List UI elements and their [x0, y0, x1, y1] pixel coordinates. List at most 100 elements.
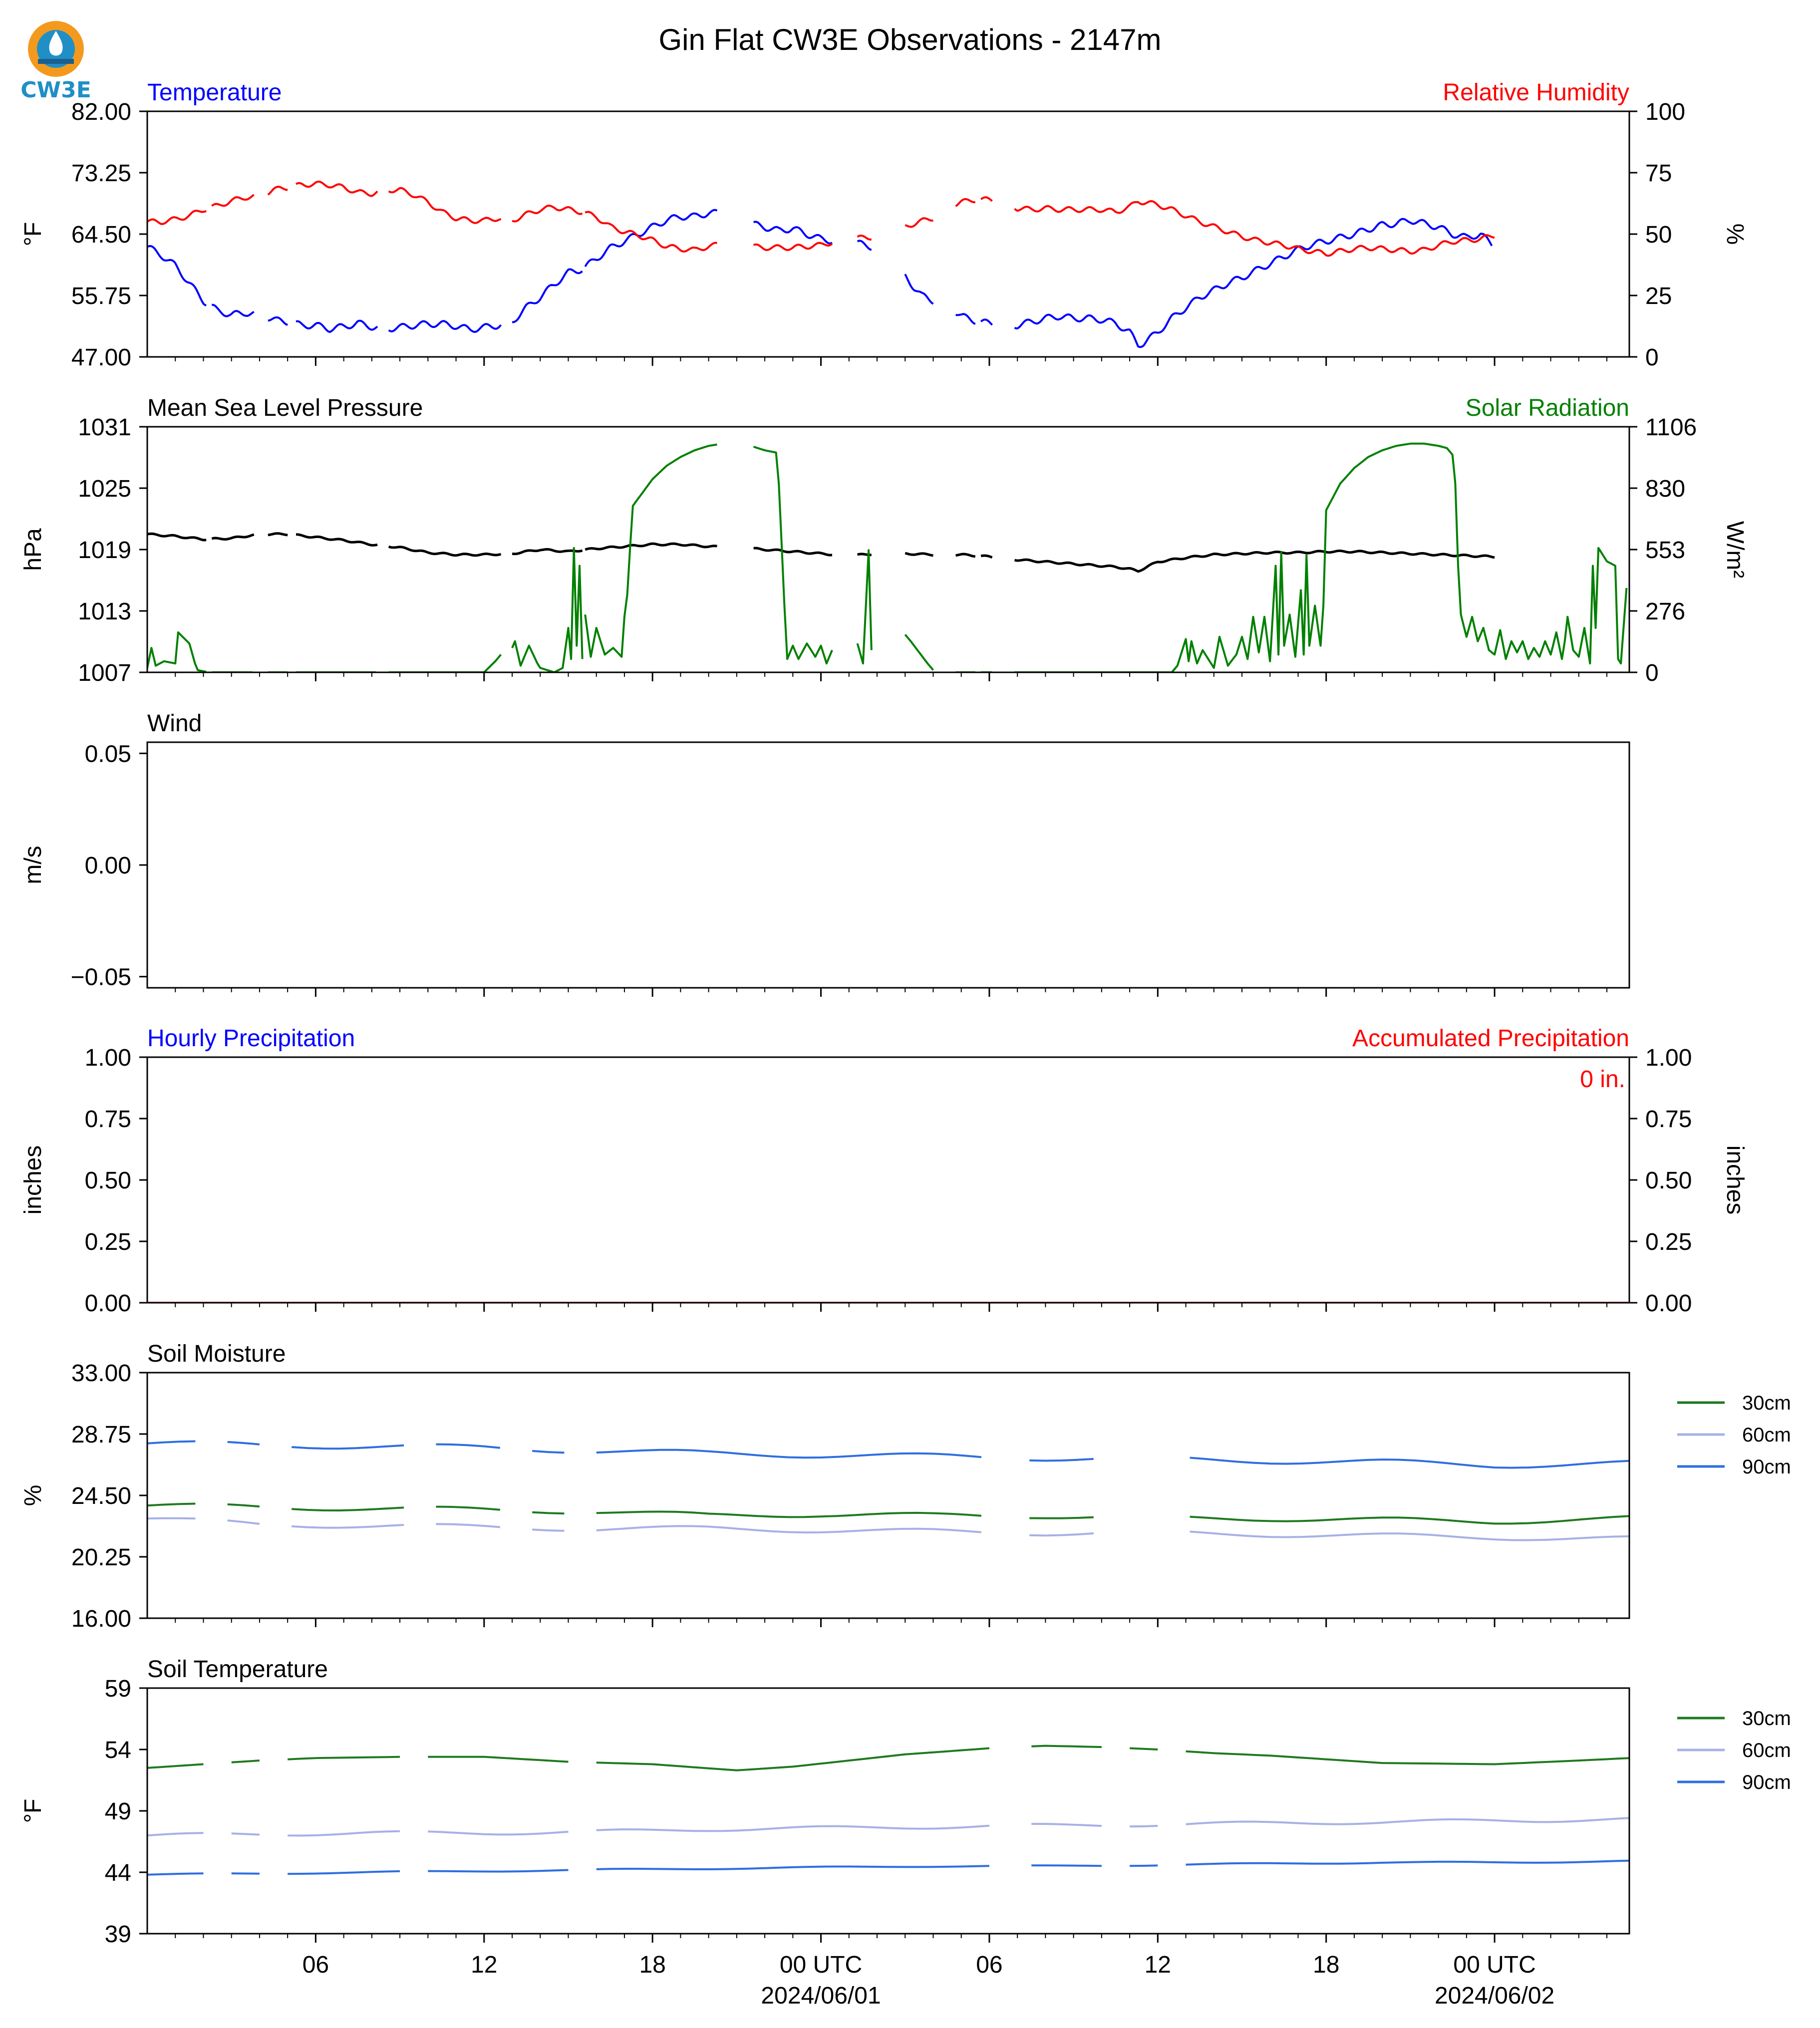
y2-axis-label: W/m²	[1722, 521, 1748, 579]
panel-2: Mean Sea Level Pressure Solar Radiation 10…	[20, 395, 1748, 686]
plot-frame	[146, 1372, 1630, 1619]
panel-5: Soil Moisture 33.00 28.75 24.50 20.25 16.00% 3…	[20, 1341, 1791, 1632]
y-tick-label: 64.50	[71, 222, 131, 248]
date-label: 2024/06/01	[761, 1983, 881, 2009]
date-label: 2024/06/02	[1435, 1983, 1554, 2009]
series-line-60cm	[147, 1817, 1629, 1837]
series-line-relative-humidity	[147, 180, 1495, 257]
series-group	[147, 442, 1628, 672]
panel-right-title: Relative Humidity	[1443, 79, 1629, 106]
panel-3: Wind 0.05 0.00 −0.05 m/s	[20, 710, 1630, 997]
y-axis-label: m/s	[20, 846, 46, 884]
panel-right-title: Solar Radiation	[1466, 395, 1629, 421]
x-tick-label: 18	[1313, 1952, 1339, 1978]
panel-left-title: Hourly Precipitation	[147, 1025, 355, 1052]
y-tick-label: 16.00	[71, 1606, 131, 1632]
y-tick-label: 1019	[78, 537, 131, 564]
plot-frame	[146, 426, 1630, 673]
panel-4: Hourly Precipitation Accumulated Precipit…	[20, 1025, 1748, 1317]
logo-wave-icon	[38, 59, 74, 64]
y-tick-label: 82.00	[71, 99, 131, 125]
y-tick-label: 1013	[78, 598, 131, 625]
series-line-30cm	[147, 1502, 1629, 1525]
y-tick-label: 1.00	[85, 1045, 131, 1071]
y-axis-label: °F	[20, 1799, 46, 1823]
y2-tick-label: 1106	[1645, 414, 1697, 441]
series-line-60cm	[147, 1517, 1629, 1541]
panels: Temperature Relative Humidity 82.00 73.25 64…	[20, 79, 1791, 2009]
y2-axis-label: inches	[1722, 1146, 1748, 1215]
x-tick-label: 18	[639, 1952, 665, 1978]
y-tick-label: 54	[105, 1737, 131, 1763]
y-tick-label: 44	[105, 1860, 131, 1886]
series-line-90cm	[147, 1440, 1629, 1469]
plot-frame	[146, 1687, 1630, 1935]
y-tick-label: 1031	[78, 414, 131, 441]
y2-tick-label: 0.00	[1645, 1290, 1692, 1317]
x-tick-label: 00 UTC	[1453, 1952, 1535, 1978]
legend-label: 60cm	[1742, 1739, 1791, 1761]
plot-frame	[146, 110, 1630, 358]
y-tick-label: 24.50	[71, 1483, 131, 1509]
y2-tick-label: 0.25	[1645, 1229, 1692, 1255]
x-tick-label: 00 UTC	[780, 1952, 862, 1978]
y-tick-label: 0.05	[85, 741, 131, 767]
x-tick-label: 06	[303, 1952, 329, 1978]
y2-tick-label: 0.75	[1645, 1106, 1692, 1133]
x-tick-label: 12	[471, 1952, 497, 1978]
y-tick-label: 47.00	[71, 344, 131, 371]
legend: 30cm 60cm 90cm	[1677, 1392, 1791, 1478]
y2-tick-label: 50	[1645, 222, 1672, 248]
logo-text: CW3E	[20, 77, 91, 103]
y-tick-label: 0.50	[85, 1167, 131, 1194]
y-tick-label: 0.00	[85, 853, 131, 879]
y2-tick-label: 553	[1645, 537, 1685, 564]
y-tick-label: 49	[105, 1798, 131, 1825]
y2-tick-label: 100	[1645, 99, 1685, 125]
y2-tick-label: 0.50	[1645, 1167, 1692, 1194]
y2-axis-label: %	[1722, 224, 1748, 245]
y2-tick-label: 830	[1645, 476, 1685, 502]
y2-tick-label: 25	[1645, 283, 1672, 309]
panel-1: Temperature Relative Humidity 82.00 73.25 64…	[20, 79, 1748, 371]
y-tick-label: 59	[105, 1676, 131, 1702]
series-group	[147, 1440, 1629, 1541]
legend: 30cm 60cm 90cm	[1677, 1708, 1791, 1793]
figure-title: Gin Flat CW3E Observations - 2147m	[658, 23, 1161, 56]
y-tick-label: 28.75	[71, 1422, 131, 1448]
panel-left-title: Wind	[147, 710, 202, 737]
y2-tick-label: 1.00	[1645, 1045, 1692, 1071]
series-line-30cm	[147, 1744, 1629, 1771]
plot-frame	[146, 741, 1630, 989]
x-tick-label: 12	[1145, 1952, 1171, 1978]
y-tick-label: 1025	[78, 476, 131, 502]
y2-tick-label: 0	[1645, 660, 1659, 686]
legend-label: 90cm	[1742, 1456, 1791, 1478]
cw3e-logo: CW3E	[20, 21, 91, 103]
panel-right-title: Accumulated Precipitation	[1352, 1025, 1629, 1052]
panel-left-title: Temperature	[147, 79, 282, 106]
legend-label: 60cm	[1742, 1424, 1791, 1446]
y-tick-label: −0.05	[71, 964, 131, 991]
series-group	[147, 1744, 1629, 1876]
logo-drop-icon	[49, 31, 63, 56]
y-tick-label: 20.25	[71, 1544, 131, 1571]
y-tick-label: 1007	[78, 660, 131, 686]
panel-left-title: Soil Temperature	[147, 1656, 328, 1683]
y-tick-label: 39	[105, 1921, 131, 1948]
legend-label: 30cm	[1742, 1708, 1791, 1730]
y-tick-label: 33.00	[71, 1360, 131, 1387]
y-tick-label: 0.00	[85, 1290, 131, 1317]
legend-label: 30cm	[1742, 1392, 1791, 1414]
y2-tick-label: 276	[1645, 598, 1685, 625]
y-tick-label: 73.25	[71, 160, 131, 187]
panel-left-title: Mean Sea Level Pressure	[147, 395, 423, 421]
y-tick-label: 55.75	[71, 283, 131, 309]
series-line-mean-sea-level-pressure	[147, 532, 1495, 573]
series-line-temperature	[147, 209, 1493, 348]
y2-tick-label: 75	[1645, 160, 1672, 187]
x-tick-label: 06	[976, 1952, 1002, 1978]
legend-label: 90cm	[1742, 1771, 1791, 1793]
y-axis-label: %	[20, 1485, 46, 1506]
